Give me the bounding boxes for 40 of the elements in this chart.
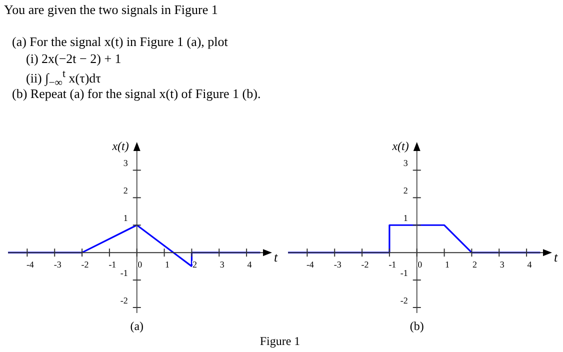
text: (ii) ∫$_{−∞}$$^{t}$ x(τ)dτ [26,68,101,89]
text: (i) 2x(−2t − 2) + 1 [26,51,122,67]
y-tick-label: -2 [400,296,408,306]
x-tick-label: -3 [334,260,342,270]
text: (b) [410,319,424,333]
x-tick-label: -4 [26,260,34,270]
x-axis-title: t [274,250,278,265]
x-tick-label: 2 [472,260,477,270]
x-tick-label: 0 [418,260,423,270]
text: (a) [130,319,144,333]
x-tick-label: -4 [306,260,314,270]
y-tick-label: 3 [403,158,408,168]
x-tick-label: -1 [108,260,116,270]
x-tick-label: 3 [220,260,225,270]
y-tick-label: -1 [120,268,128,278]
x-tick-label: -1 [388,260,396,270]
text: (b) Repeat (a) for the signal x(t) of Figure 1 (b). [12,86,261,102]
y-tick-label: 2 [403,186,408,196]
y-tick-label: -1 [400,268,408,278]
text: (a) For the signal x(t) in Figure 1 (a), plot [12,34,228,50]
x-tick-label: -3 [54,260,62,270]
x-tick-label: 1 [445,260,450,270]
y-tick-label: 2 [123,186,128,196]
x-tick-label: 3 [500,260,505,270]
x-tick-label: 1 [165,260,170,270]
caption: Figure 1 [258,334,302,349]
x-tick-label: 4 [527,260,532,270]
x-tick-label: -2 [361,260,369,270]
y-tick-label: -2 [120,296,128,306]
y-tick-label: 1 [123,213,128,224]
y-tick-label: 3 [123,158,128,168]
y-axis-title: x(t) [391,139,409,153]
x-tick-label: 2 [192,260,197,270]
y-tick-label: 1 [403,213,408,224]
x-axis-title: t [554,250,558,265]
x-tick-label: -2 [81,260,89,270]
x-tick-label: 4 [247,260,252,270]
y-axis-title: x(t) [111,139,129,153]
x-tick-label: 0 [138,260,143,270]
chart-title: You are given the two signals in Figure 1 [4,2,218,18]
